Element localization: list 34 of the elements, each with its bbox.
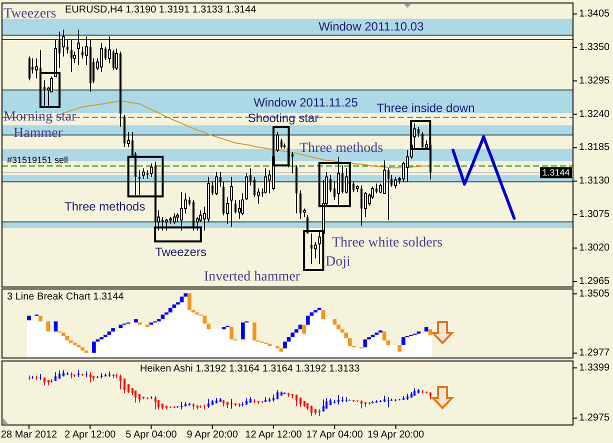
y-tick-label: 1.3020 (579, 242, 610, 254)
annotation: Tweezers (4, 6, 56, 22)
chart-title: 3 Line Break Chart 1.3144 (7, 292, 124, 302)
annotation: Three white solders (332, 236, 442, 251)
x-tick-label: 9 Apr 20:00 (186, 430, 238, 440)
y-tick-label: 1.3405 (579, 8, 610, 20)
x-tick-label: 28 Mar 2012 (0, 430, 58, 440)
y-tick-label: 1.3350 (579, 42, 610, 53)
chart-title: EURUSD,H4 1.3190 1.3191 1.3133 1.3144 (65, 4, 257, 16)
y-tick-label: 1.3185 (579, 142, 610, 154)
y-tick-label: 1.3130 (579, 176, 610, 187)
chart-title: Heiken Ashi 1.3192 1.3164 1.3164 1.3192 1.3133 (140, 364, 360, 374)
annotation: Doji (326, 254, 350, 270)
y-tick-label: 1.3505 (579, 288, 610, 300)
annotation: Three methods (64, 199, 146, 214)
annotation: Tweezers (155, 244, 206, 259)
y-tick-label: 1.3240 (579, 108, 610, 120)
y-tick-label: 1.2965 (579, 276, 610, 288)
y-tick-label: 1.2975 (579, 412, 610, 424)
x-tick-label: 17 Apr 04:00 (306, 430, 364, 440)
y-tick-label: 1.3075 (579, 209, 610, 220)
x-tick-label: 5 Apr 04:00 (126, 430, 178, 440)
y-tick-label: 1.2977 (579, 348, 610, 359)
annotation: Three inside down (376, 101, 475, 116)
y-tick-label: 1.3399 (579, 362, 610, 374)
annotation: Inverted hammer (204, 270, 300, 285)
x-tick-label: 12 Apr 12:00 (245, 430, 302, 440)
y-tick-label: 1.3295 (579, 75, 610, 86)
annotation: Window 2011.11.25 (254, 96, 358, 110)
x-tick-label: 19 Apr 20:00 (367, 430, 425, 440)
annotation: Three methods (300, 140, 384, 156)
x-tick-label: 2 Apr 12:00 (64, 430, 116, 440)
annotation: Window 2011.10.03 (318, 20, 424, 34)
ref-line-label: #31519151 sell (7, 154, 68, 165)
